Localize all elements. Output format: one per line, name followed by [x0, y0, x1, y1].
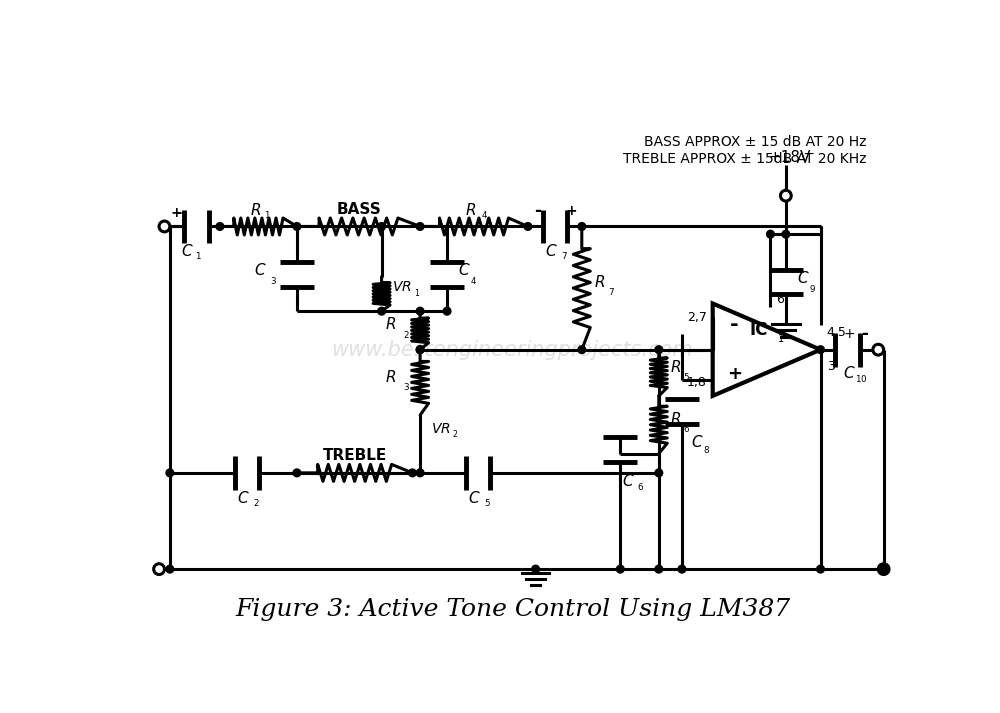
Circle shape — [166, 469, 174, 477]
Text: $_2$: $_2$ — [452, 429, 459, 441]
Text: +: + — [170, 205, 182, 220]
Circle shape — [767, 230, 774, 238]
Text: BASS APPROX ± 15 dB AT 20 Hz: BASS APPROX ± 15 dB AT 20 Hz — [644, 135, 867, 149]
Text: $_1$: $_1$ — [264, 207, 271, 220]
Text: $C$: $C$ — [458, 262, 470, 278]
Circle shape — [880, 565, 887, 573]
Text: BASS: BASS — [336, 202, 381, 217]
Circle shape — [416, 346, 424, 354]
Circle shape — [616, 565, 624, 573]
Text: $VR$: $VR$ — [392, 279, 412, 294]
Text: 2,7: 2,7 — [687, 311, 707, 324]
Text: $_6$: $_6$ — [637, 481, 644, 493]
Text: +18V: +18V — [769, 150, 811, 165]
Text: $C$: $C$ — [797, 270, 809, 286]
Circle shape — [655, 346, 663, 354]
Circle shape — [655, 565, 663, 573]
Text: +: + — [566, 204, 578, 218]
Text: +: + — [843, 327, 855, 342]
Text: $C$: $C$ — [468, 490, 481, 506]
Text: 4,5: 4,5 — [827, 327, 847, 339]
Circle shape — [817, 346, 824, 354]
Circle shape — [216, 222, 224, 230]
Text: TREBLE APPROX ± 15dB AT 20 KHz: TREBLE APPROX ± 15dB AT 20 KHz — [623, 152, 867, 165]
Text: $R$: $R$ — [250, 202, 261, 217]
Text: $_6$: $_6$ — [683, 423, 691, 436]
Circle shape — [532, 565, 539, 573]
Circle shape — [293, 469, 301, 477]
Text: $_7$: $_7$ — [561, 250, 568, 262]
Circle shape — [655, 469, 663, 477]
Text: 3: 3 — [827, 360, 835, 373]
Text: $C$: $C$ — [545, 243, 558, 259]
Text: $_9$: $_9$ — [809, 282, 816, 294]
Text: $_3$: $_3$ — [270, 274, 277, 287]
Text: $_7$: $_7$ — [608, 285, 615, 299]
Circle shape — [416, 469, 424, 477]
Text: $C$: $C$ — [254, 262, 266, 278]
Text: $R$: $R$ — [385, 369, 396, 384]
Text: Figure 3: Active Tone Control Using LM387: Figure 3: Active Tone Control Using LM38… — [235, 598, 790, 622]
Circle shape — [782, 230, 790, 238]
Text: $R$: $R$ — [385, 317, 396, 332]
Text: www.bestengineeringprojects.com: www.bestengineeringprojects.com — [332, 339, 693, 359]
Text: $_1$: $_1$ — [777, 331, 784, 345]
Text: $R$: $R$ — [465, 202, 476, 217]
Text: $VR$: $VR$ — [431, 422, 451, 436]
Text: $C$: $C$ — [181, 243, 194, 259]
Text: $_5$: $_5$ — [484, 496, 491, 508]
Text: $_4$: $_4$ — [481, 207, 488, 220]
Text: -: - — [175, 205, 182, 220]
Text: $_{10}$: $_{10}$ — [855, 371, 868, 384]
Text: $C$: $C$ — [843, 365, 855, 381]
Text: $_2$: $_2$ — [403, 328, 410, 341]
Circle shape — [817, 565, 824, 573]
Text: $R$: $R$ — [594, 274, 605, 290]
Text: $_5$: $_5$ — [683, 370, 690, 383]
Circle shape — [524, 222, 532, 230]
Text: -: - — [534, 202, 541, 220]
Text: 6: 6 — [777, 293, 784, 306]
Circle shape — [678, 565, 686, 573]
Text: -: - — [861, 325, 868, 343]
Text: $_3$: $_3$ — [403, 380, 410, 393]
Text: 1,8: 1,8 — [687, 376, 707, 389]
Circle shape — [378, 307, 385, 315]
Text: $_8$: $_8$ — [703, 443, 711, 456]
Text: $_1$: $_1$ — [414, 288, 420, 300]
Text: $_2$: $_2$ — [253, 496, 259, 508]
Text: $_4$: $_4$ — [470, 274, 477, 287]
Circle shape — [416, 346, 424, 354]
Text: $R$: $R$ — [670, 411, 681, 427]
Text: TREBLE: TREBLE — [323, 448, 387, 463]
Text: $R$: $R$ — [670, 359, 681, 374]
Circle shape — [416, 307, 424, 315]
Text: IC: IC — [750, 322, 768, 339]
Text: $C$: $C$ — [691, 434, 704, 450]
Circle shape — [578, 222, 586, 230]
Text: $C$: $C$ — [622, 473, 634, 488]
Circle shape — [578, 346, 586, 354]
Text: +: + — [727, 365, 742, 384]
Circle shape — [443, 307, 451, 315]
Circle shape — [378, 222, 385, 230]
Text: $C$: $C$ — [237, 490, 250, 506]
Circle shape — [409, 469, 416, 477]
Circle shape — [166, 565, 174, 573]
Text: $_1$: $_1$ — [195, 250, 202, 262]
Circle shape — [416, 222, 424, 230]
Text: -: - — [730, 315, 739, 335]
Circle shape — [293, 222, 301, 230]
